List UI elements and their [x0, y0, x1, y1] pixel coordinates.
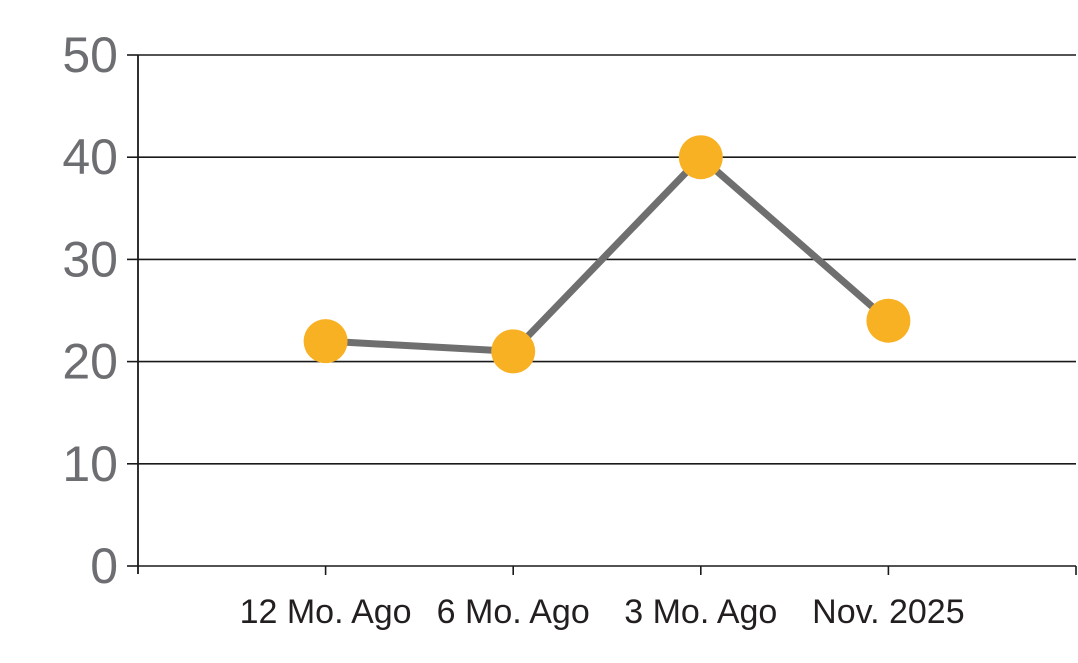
y-axis-label-50: 50	[62, 27, 118, 83]
x-axis-label-3: 3 Mo. Ago	[624, 593, 777, 631]
y-axis-label-10: 10	[62, 436, 118, 492]
y-axis-label-0: 0	[90, 538, 118, 594]
y-axis-label-40: 40	[62, 129, 118, 185]
data-point-12-mo-ago[interactable]	[303, 319, 348, 364]
data-point-6-mo-ago[interactable]	[491, 329, 536, 374]
y-axis-label-20: 20	[62, 334, 118, 390]
data-series-line	[325, 153, 891, 355]
x-axis-label-4: Nov. 2025	[812, 593, 964, 631]
data-point-3-mo-ago[interactable]	[678, 135, 723, 180]
data-point-nov-2025[interactable]	[866, 298, 911, 343]
x-axis-label-1: 12 Mo. Ago	[240, 593, 412, 631]
x-axis-label-2: 6 Mo. Ago	[437, 593, 590, 631]
y-axis-label-30: 30	[62, 231, 118, 287]
